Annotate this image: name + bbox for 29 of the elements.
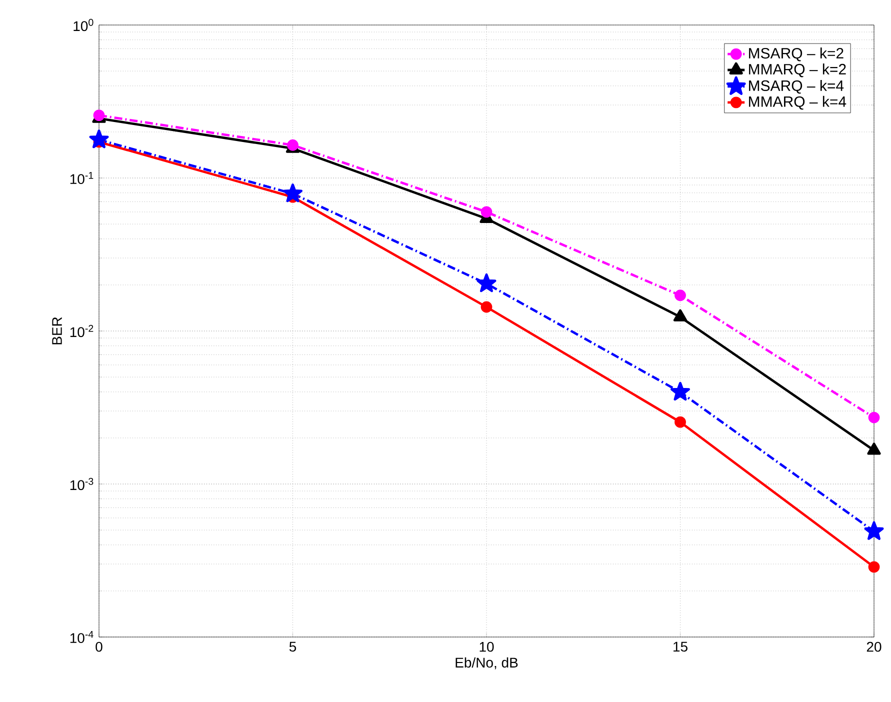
x-tick-label: 0 [96, 642, 102, 652]
x-tick-label: 15 [674, 642, 688, 652]
x-axis-title: Eb/No, dB [456, 657, 518, 670]
point [868, 561, 880, 573]
y-tick-label: 10$^{0}$ [74, 18, 94, 32]
x-tick-label: 10 [480, 642, 494, 652]
point [674, 416, 686, 428]
point [867, 442, 881, 455]
y-tick-label: 10$^{-4}$ [70, 630, 94, 644]
point [868, 412, 880, 424]
y-tick-label: 10$^{-3}$ [70, 478, 94, 490]
legend-label: MSARQ – k=2 [749, 48, 844, 62]
legend-label: MMARQ – k=4 [749, 96, 846, 110]
point [89, 129, 109, 148]
point [282, 183, 303, 202]
y-tick-label: 10$^{-1}$ [70, 172, 94, 184]
legend-label: MSARQ – k=4 [749, 80, 844, 94]
point [670, 382, 690, 401]
y-axis-title: BER [52, 317, 62, 344]
x-tick-label: 5 [289, 642, 296, 652]
legend-label: MMARQ – k=2 [749, 64, 846, 78]
point [480, 301, 492, 313]
y-tick-label: 10$^{-2}$ [70, 324, 94, 338]
point [864, 521, 884, 540]
point [673, 309, 688, 322]
point [480, 206, 492, 218]
point [476, 273, 496, 292]
point [674, 290, 686, 302]
x-tick-label: 20 [866, 642, 882, 652]
